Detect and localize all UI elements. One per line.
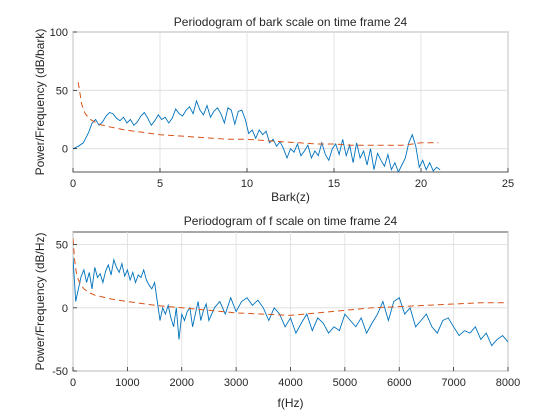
x-tick-label: 7000 bbox=[441, 377, 465, 389]
x-tick-label: 10 bbox=[241, 178, 253, 190]
y-tick-label: 0 bbox=[62, 144, 68, 156]
series bbox=[73, 238, 508, 347]
x-tick-label: 25 bbox=[502, 178, 514, 190]
series bbox=[73, 82, 441, 172]
plot-title: Periodogram of f scale on time frame 24 bbox=[184, 214, 398, 228]
x-tick-label: 1000 bbox=[115, 377, 139, 389]
x-tick-label: 0 bbox=[70, 377, 76, 389]
x-tick-label: 5000 bbox=[333, 377, 357, 389]
x-tick-label: 6000 bbox=[387, 377, 411, 389]
x-tick-label: 0 bbox=[70, 178, 76, 190]
x-tick-label: 8000 bbox=[496, 377, 520, 389]
x-tick-label: 3000 bbox=[224, 377, 248, 389]
y-axis-label: Power/Frequency (dB/Hz) bbox=[33, 232, 47, 370]
frequency-scale-plot: 0 1000 2000 3000 4000 5000 6000 7000 8000-50050 … bbox=[33, 214, 520, 410]
spectrum-line bbox=[73, 257, 508, 347]
x-axis-label: f(Hz) bbox=[278, 396, 304, 410]
bark-scale-plot: 0 5 10 15 20 25 0 50 100 Periodogram of bark sca… bbox=[33, 15, 514, 204]
plot-title: Periodogram of bark scale on time frame … bbox=[174, 15, 408, 29]
x-tick-label: 20 bbox=[415, 178, 427, 190]
x-tick-label: 5 bbox=[157, 178, 163, 190]
y-axis-label: Power/Frequency (dB/bark) bbox=[33, 29, 47, 176]
y-tick-label: 100 bbox=[50, 27, 68, 39]
envelope-dashed-line bbox=[73, 238, 508, 316]
x-tick-label: 4000 bbox=[278, 377, 302, 389]
y-tick-label: 50 bbox=[56, 85, 68, 97]
y-tick-label: -50 bbox=[52, 366, 68, 378]
x-axis-label: Bark(z) bbox=[271, 190, 310, 204]
spectrum-line bbox=[73, 99, 441, 172]
plot-area bbox=[72, 31, 509, 173]
x-tick-label: 2000 bbox=[170, 377, 194, 389]
y-tick-label: 0 bbox=[62, 303, 68, 315]
envelope-dashed-line bbox=[77, 82, 439, 146]
ticks: 0 5 10 15 20 25 0 50 100 bbox=[50, 27, 514, 190]
x-tick-label: 15 bbox=[328, 178, 340, 190]
y-tick-label: 50 bbox=[56, 240, 68, 252]
